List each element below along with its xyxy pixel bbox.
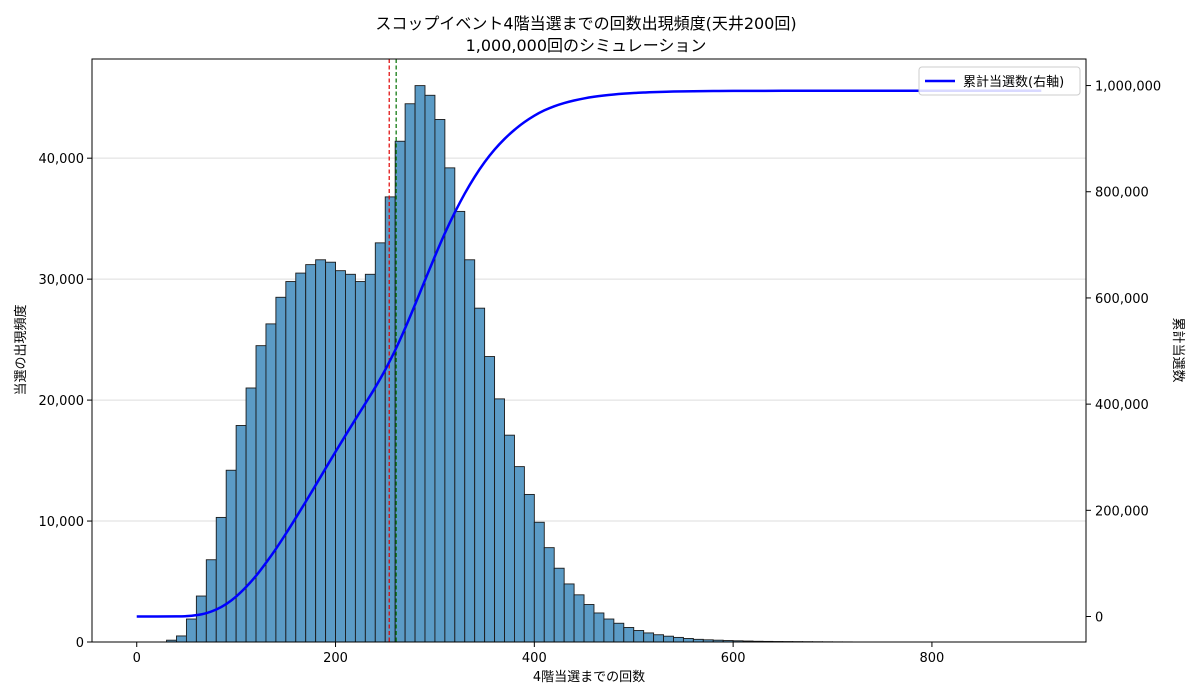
y-axis-left: 0 10,000 20,000 30,000 40,000: [39, 152, 92, 651]
histogram-bar: [205, 559, 217, 643]
histogram-bar: [593, 612, 605, 643]
chart-subtitle: 1,000,000回のシミュレーション: [466, 36, 707, 55]
x-tick-label: 600: [721, 651, 746, 666]
y-left-tick-label: 10,000: [39, 515, 85, 530]
histogram-bar: [613, 622, 625, 643]
histogram-bar: [215, 516, 227, 643]
histogram-bar: [633, 630, 645, 643]
x-axis-label: 4階当選までの回数: [533, 670, 645, 685]
histogram-bar: [295, 272, 307, 643]
histogram-bar: [384, 196, 396, 643]
cumulative-curve: [136, 89, 1042, 618]
histogram-bar: [533, 521, 545, 643]
y-left-tick-label: 40,000: [39, 152, 85, 167]
histogram-bar: [603, 618, 615, 643]
histogram-bar: [663, 635, 674, 643]
legend-box: [918, 66, 1081, 96]
histogram-bar: [315, 259, 327, 643]
histogram-bar: [255, 345, 267, 643]
chart-title: スコップイベント4階当選までの回数出現頻度(天井200回): [375, 14, 796, 33]
histogram-bar: [543, 547, 555, 643]
histogram-bar: [653, 634, 664, 643]
y-right-tick-label: 0: [1095, 611, 1103, 626]
histogram-bar: [484, 356, 496, 643]
cumulative-line: [136, 89, 1042, 618]
histogram-bar: [305, 264, 317, 643]
histogram-bar: [623, 627, 635, 643]
histogram-bar: [434, 119, 446, 643]
y-axis-right: 0 200,000 400,000 600,000 800,000 1,000,000: [1086, 80, 1161, 626]
y-left-tick-label: 20,000: [39, 394, 85, 409]
histogram-bar: [345, 273, 356, 643]
histogram-bar: [364, 273, 376, 643]
x-tick-label: 0: [133, 651, 141, 666]
x-tick-label: 400: [522, 651, 547, 666]
histogram-bar: [275, 296, 287, 643]
histogram-bar: [682, 638, 694, 643]
histogram-bar: [245, 387, 257, 643]
y-right-tick-label: 200,000: [1095, 504, 1149, 519]
histogram-bar: [673, 636, 684, 643]
y-axis-left-label: 当選の出現頻度: [13, 304, 29, 395]
histogram-bar: [235, 425, 247, 643]
histogram-bar: [404, 103, 416, 643]
histogram-bar: [176, 635, 187, 643]
y-left-tick-label: 30,000: [39, 273, 85, 288]
histogram-bar: [335, 270, 346, 643]
legend-label: 累計当選数(右軸): [963, 74, 1064, 90]
y-right-tick-label: 600,000: [1095, 292, 1149, 307]
histogram-bar: [573, 594, 585, 643]
x-tick-label: 800: [920, 651, 945, 666]
y-right-tick-label: 1,000,000: [1095, 80, 1161, 95]
y-right-tick-label: 800,000: [1095, 186, 1149, 201]
histogram-bar: [444, 167, 456, 643]
histogram-bar: [474, 307, 486, 643]
histogram-bar: [643, 632, 655, 643]
histogram-bar: [583, 604, 595, 643]
histogram-bars: [166, 85, 853, 643]
y-axis-right-label: 累計当選数: [1170, 317, 1186, 382]
plot-frame: [91, 58, 1087, 643]
histogram-bar: [414, 85, 426, 643]
histogram-bar: [195, 595, 207, 643]
histogram-bar: [563, 583, 575, 643]
histogram-bar: [523, 493, 535, 643]
histogram-bar: [185, 618, 197, 643]
histogram-bar: [265, 323, 277, 643]
histogram-bar: [424, 94, 436, 643]
histogram-bar: [514, 466, 525, 643]
histogram-bar: [553, 567, 565, 643]
x-tick-label: 200: [323, 651, 348, 666]
histogram-bar: [454, 210, 466, 643]
histogram-bar: [225, 469, 237, 643]
histogram-bar: [504, 434, 515, 643]
histogram-bar: [374, 242, 386, 643]
histogram-bar: [354, 281, 366, 643]
legend: 累計当選数(右軸): [918, 66, 1081, 96]
y-left-tick-label: 0: [76, 636, 84, 651]
histogram-bar: [464, 259, 476, 643]
histogram-bar: [285, 281, 297, 643]
y-right-tick-label: 400,000: [1095, 398, 1149, 413]
x-axis: 0 200 400 600 800: [133, 642, 945, 666]
histogram-bar: [494, 398, 505, 643]
